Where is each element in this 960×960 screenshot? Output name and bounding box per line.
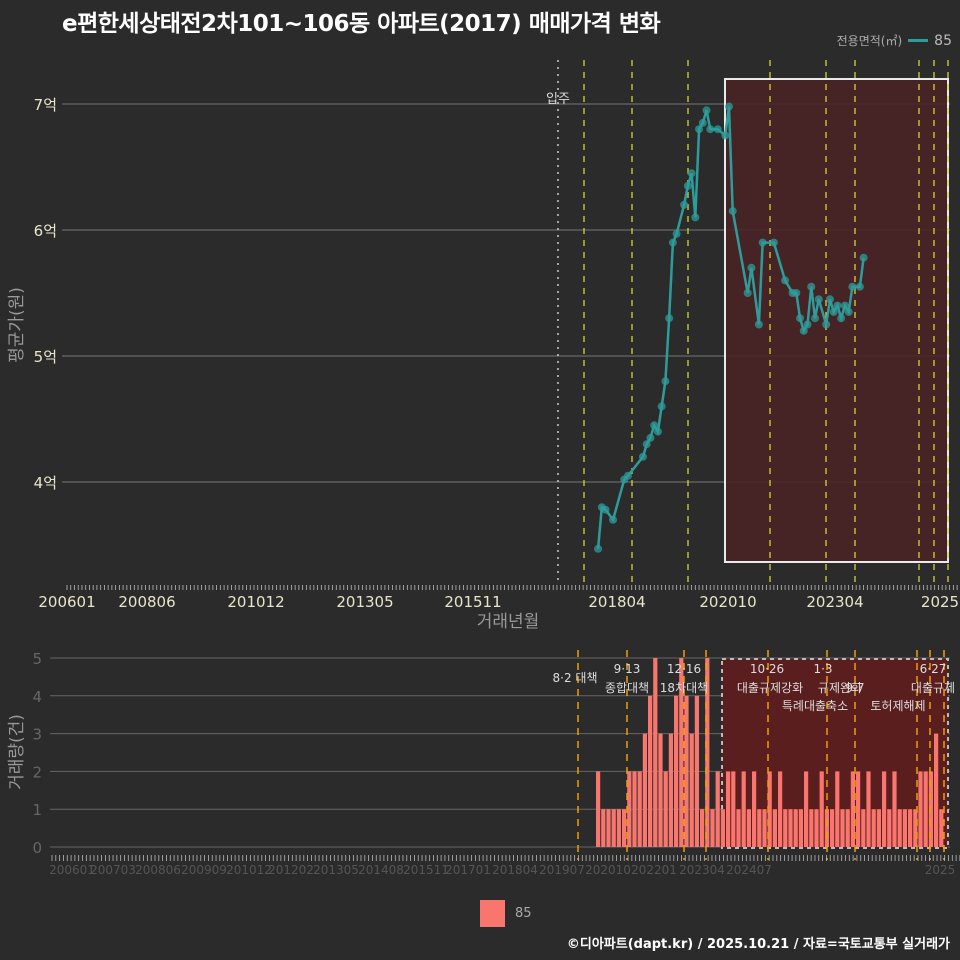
svg-text:입주: 입주 xyxy=(546,92,570,107)
svg-text:201408: 201408 xyxy=(358,863,404,877)
svg-text:201511: 201511 xyxy=(444,593,501,611)
svg-text:거래년월: 거래년월 xyxy=(477,612,540,632)
svg-text:201202: 201202 xyxy=(268,863,314,877)
svg-text:202407: 202407 xyxy=(726,863,772,877)
svg-text:18차대책: 18차대책 xyxy=(660,680,708,695)
svg-text:202010: 202010 xyxy=(585,863,631,877)
svg-text:200703: 200703 xyxy=(90,863,136,877)
legend-line-icon xyxy=(908,39,929,42)
svg-text:201701: 201701 xyxy=(445,863,491,877)
svg-text:6·27: 6·27 xyxy=(920,662,947,676)
svg-text:대출규제강화: 대출규제강화 xyxy=(737,681,803,695)
source-footer: ©디아파트(dapt.kr) / 2025.10.21 / 자료=국토교통부 실… xyxy=(566,937,950,952)
svg-text:10·26: 10·26 xyxy=(750,662,784,676)
svg-text:4: 4 xyxy=(32,688,42,706)
svg-text:201511: 201511 xyxy=(403,863,449,877)
svg-text:200806: 200806 xyxy=(135,863,181,877)
svg-text:202201: 202201 xyxy=(631,863,677,877)
svg-text:0: 0 xyxy=(32,839,42,857)
svg-text:201804: 201804 xyxy=(492,863,538,877)
svg-text:종합대책: 종합대책 xyxy=(605,680,649,695)
svg-text:8·2 대책: 8·2 대책 xyxy=(553,670,598,685)
svg-text:9·13: 9·13 xyxy=(614,662,641,676)
svg-text:2025: 2025 xyxy=(921,593,959,611)
svg-text:1: 1 xyxy=(32,801,42,819)
svg-text:200601: 200601 xyxy=(49,863,95,877)
svg-text:12·16: 12·16 xyxy=(667,662,701,676)
svg-text:202304: 202304 xyxy=(806,593,863,611)
svg-text:202010: 202010 xyxy=(699,593,756,611)
svg-text:9·7: 9·7 xyxy=(845,681,864,695)
legend-top: 전용면적(㎡) 85 xyxy=(837,32,952,49)
svg-text:대출규제: 대출규제 xyxy=(911,681,955,695)
svg-text:5: 5 xyxy=(32,650,42,668)
chart-title: e편한세상태전2차101~106동 아파트(2017) 매매가격 변화 xyxy=(62,11,661,37)
svg-text:7억: 7억 xyxy=(34,96,57,114)
legend-label: 전용면적(㎡) xyxy=(836,34,903,48)
svg-text:2: 2 xyxy=(32,763,42,781)
legend-swatch-icon xyxy=(480,900,505,927)
svg-text:토허제해제: 토허제해제 xyxy=(870,699,925,713)
svg-text:200806: 200806 xyxy=(118,593,175,611)
svg-text:2025: 2025 xyxy=(925,863,956,877)
svg-text:6억: 6억 xyxy=(34,222,57,240)
svg-text:201305: 201305 xyxy=(313,863,359,877)
legend-series: 85 xyxy=(934,32,952,49)
svg-text:규제완화: 규제완화 xyxy=(818,681,862,695)
svg-text:특례대출축소: 특례대출축소 xyxy=(782,699,848,713)
svg-text:201804: 201804 xyxy=(588,593,645,611)
svg-text:200909: 200909 xyxy=(181,863,227,877)
svg-text:3: 3 xyxy=(32,726,42,744)
svg-text:201305: 201305 xyxy=(336,593,393,611)
svg-text:5억: 5억 xyxy=(34,348,57,366)
legend-bottom: 85 xyxy=(480,900,532,927)
svg-text:201907: 201907 xyxy=(539,863,585,877)
svg-text:평균가(원): 평균가(원) xyxy=(7,287,27,363)
svg-text:202304: 202304 xyxy=(679,863,725,877)
svg-text:200601: 200601 xyxy=(38,593,95,611)
svg-text:거래량(건): 거래량(건) xyxy=(7,714,27,790)
svg-text:201012: 201012 xyxy=(227,593,284,611)
legend-series: 85 xyxy=(515,906,532,921)
svg-text:201012: 201012 xyxy=(226,863,272,877)
svg-text:4억: 4억 xyxy=(34,474,57,492)
svg-text:1·3: 1·3 xyxy=(813,662,832,676)
